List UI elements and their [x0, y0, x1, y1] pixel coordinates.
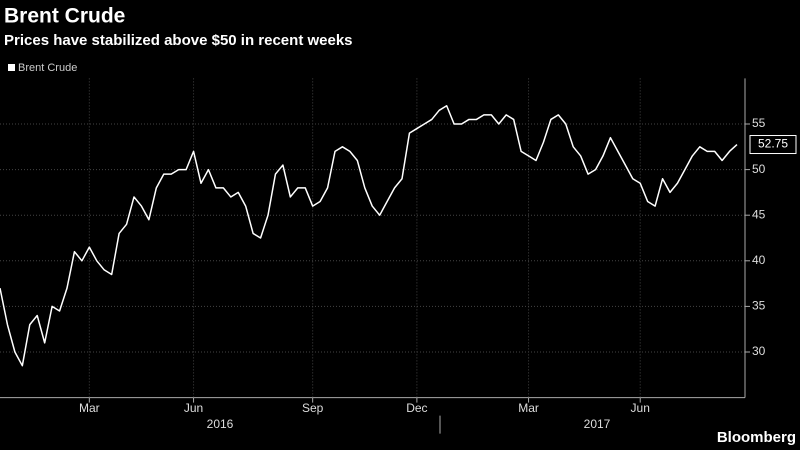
last-value-box — [749, 135, 797, 155]
chart-title: Brent Crude — [4, 5, 125, 28]
legend-swatch — [8, 64, 15, 71]
x-tick-label: Mar — [79, 401, 100, 415]
x-group-label: 2017 — [584, 417, 611, 431]
legend-label: Brent Crude — [18, 62, 77, 74]
source-logo: Bloomberg — [717, 429, 796, 446]
x-tick-label: Jun — [631, 401, 650, 415]
y-tick-label: 50 — [752, 162, 766, 176]
x-tick-label: Dec — [406, 401, 427, 415]
x-tick-label: Jun — [184, 401, 203, 415]
y-tick-label: 35 — [752, 299, 766, 313]
x-tick-label: Sep — [302, 401, 324, 415]
last-value-label: 52.75 — [758, 137, 788, 151]
y-tick-label: 30 — [752, 344, 766, 358]
y-tick-label: 55 — [752, 116, 766, 130]
line-series — [0, 105, 738, 367]
chart-subtitle: Prices have stabilized above $50 in rece… — [4, 32, 353, 49]
x-group-label: 2016 — [207, 417, 234, 431]
y-tick-label: 45 — [752, 207, 766, 221]
x-tick-label: Mar — [518, 401, 539, 415]
y-tick-label: 40 — [752, 253, 766, 267]
